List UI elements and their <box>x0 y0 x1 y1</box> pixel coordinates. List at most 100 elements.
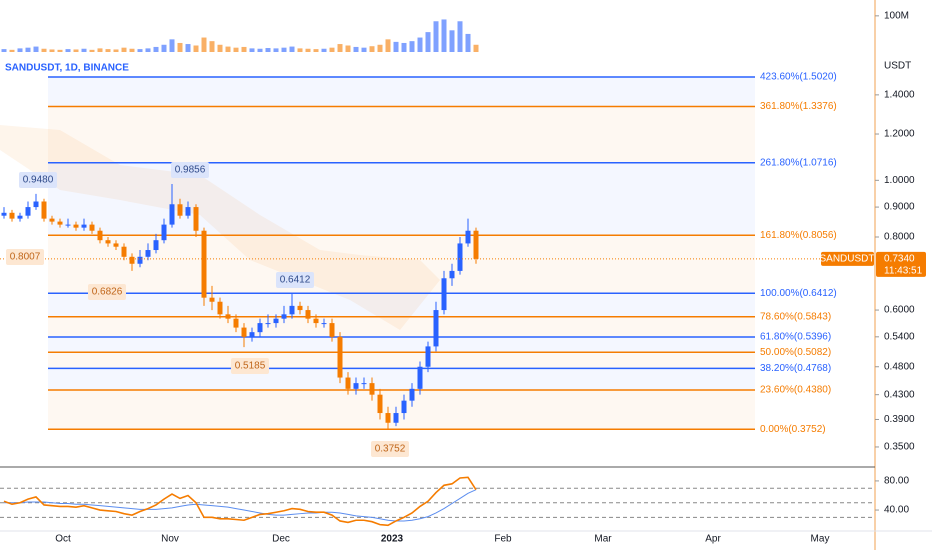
candle-body <box>57 221 63 225</box>
y-tick-label: 0.4300 <box>884 389 915 400</box>
volume-bar <box>177 42 183 52</box>
x-tick-label: Nov <box>161 534 179 545</box>
volume-bar <box>417 37 423 52</box>
candle-body <box>209 297 215 302</box>
volume-bar <box>425 32 431 52</box>
candle-body <box>25 207 31 216</box>
candle-body <box>241 327 247 337</box>
volume-bar <box>353 46 359 52</box>
price-annotation: 0.3752 <box>375 444 406 455</box>
volume-bar <box>73 49 79 52</box>
candle-body <box>345 377 351 389</box>
candle-body <box>105 240 111 244</box>
volume-bar <box>25 47 31 52</box>
volume-bar <box>137 49 143 52</box>
candle-body <box>369 383 375 395</box>
volume-bar <box>281 47 287 52</box>
candle-body <box>385 413 391 423</box>
candle-body <box>249 332 255 337</box>
volume-bar <box>169 39 175 52</box>
candle-body <box>313 318 319 324</box>
volume-bar <box>81 48 87 52</box>
candle-body <box>41 201 47 219</box>
candle-body <box>321 323 327 325</box>
volume-bar <box>225 46 231 52</box>
volume-bar <box>49 49 55 52</box>
volume-bar <box>377 44 383 52</box>
candle-body <box>177 204 183 216</box>
fib-label: 100.00%(0.6412) <box>760 288 837 299</box>
candle-body <box>329 323 335 337</box>
candle-body <box>353 383 359 389</box>
unit-label: USDT <box>884 61 911 72</box>
candle-body <box>113 243 119 247</box>
volume-bar <box>385 39 391 52</box>
fib-label: 50.00%(0.5082) <box>760 347 831 358</box>
candle-body <box>265 323 271 325</box>
candle-body <box>81 224 87 228</box>
volume-bar <box>313 49 319 52</box>
volume-bar <box>9 49 15 52</box>
volume-bar <box>129 48 135 52</box>
candle-body <box>201 230 207 298</box>
volume-bar <box>153 46 159 52</box>
candle-body <box>457 243 463 271</box>
price-annotation-box <box>88 284 126 300</box>
candle-body <box>409 388 415 401</box>
price-annotation: 0.6826 <box>92 287 123 298</box>
x-tick-label: Oct <box>55 534 71 545</box>
y-tick-label: 1.2000 <box>884 129 915 140</box>
fib-label: 0.00%(0.3752) <box>760 424 826 435</box>
candle-body <box>393 413 399 423</box>
fib-zone <box>48 352 755 369</box>
price-annotation-box <box>231 358 269 374</box>
volume-bar <box>241 46 247 52</box>
price-annotation-box <box>6 249 44 265</box>
y-tick-label: 0.9000 <box>884 202 915 213</box>
volume-bar <box>345 45 351 52</box>
volume-bar <box>89 49 95 52</box>
volume-bar <box>457 21 463 52</box>
fib-label: 423.60%(1.5020) <box>760 72 837 83</box>
volume-bar <box>201 37 207 52</box>
price-annotation: 0.6412 <box>280 275 311 286</box>
volume-bar <box>1 49 7 52</box>
fib-label: 61.80%(0.5396) <box>760 332 831 343</box>
candle-body <box>169 204 175 225</box>
price-annotation-box <box>19 172 57 188</box>
fib-zone <box>48 106 755 163</box>
y-tick-label: 1.4000 <box>884 90 915 101</box>
candle-body <box>1 212 7 216</box>
volume-bar <box>449 30 455 52</box>
volume-bar <box>121 47 127 52</box>
candle-body <box>273 318 279 324</box>
fib-zone <box>48 337 755 353</box>
candle-body <box>137 256 143 264</box>
y-tick-label: 0.5400 <box>884 331 915 342</box>
volume-bar <box>233 47 239 52</box>
candle-body <box>73 224 79 228</box>
candle-body <box>425 346 431 367</box>
candle-body <box>417 366 423 389</box>
candle-body <box>281 314 287 319</box>
candle-body <box>225 314 231 319</box>
volume-bar <box>257 48 263 52</box>
fib-label: 361.80%(1.3376) <box>760 101 837 112</box>
price-annotation: 0.9480 <box>23 175 54 186</box>
candle-body <box>401 400 407 414</box>
volume-bar <box>161 44 167 52</box>
volume-bar <box>337 44 343 52</box>
fib-zone <box>48 316 755 338</box>
candle-body <box>233 318 239 328</box>
fib-zone <box>48 368 755 390</box>
candle-body <box>185 207 191 216</box>
fib-label: 261.80%(1.0716) <box>760 157 837 168</box>
volume-bar <box>209 41 215 52</box>
x-tick-label: May <box>811 534 830 545</box>
price-annotation-box <box>171 162 209 178</box>
price-annotation-box <box>276 272 314 288</box>
y-tick-label: 0.3900 <box>884 414 915 425</box>
y-tick-label: 40.00 <box>884 505 909 516</box>
candle-body <box>361 383 367 385</box>
